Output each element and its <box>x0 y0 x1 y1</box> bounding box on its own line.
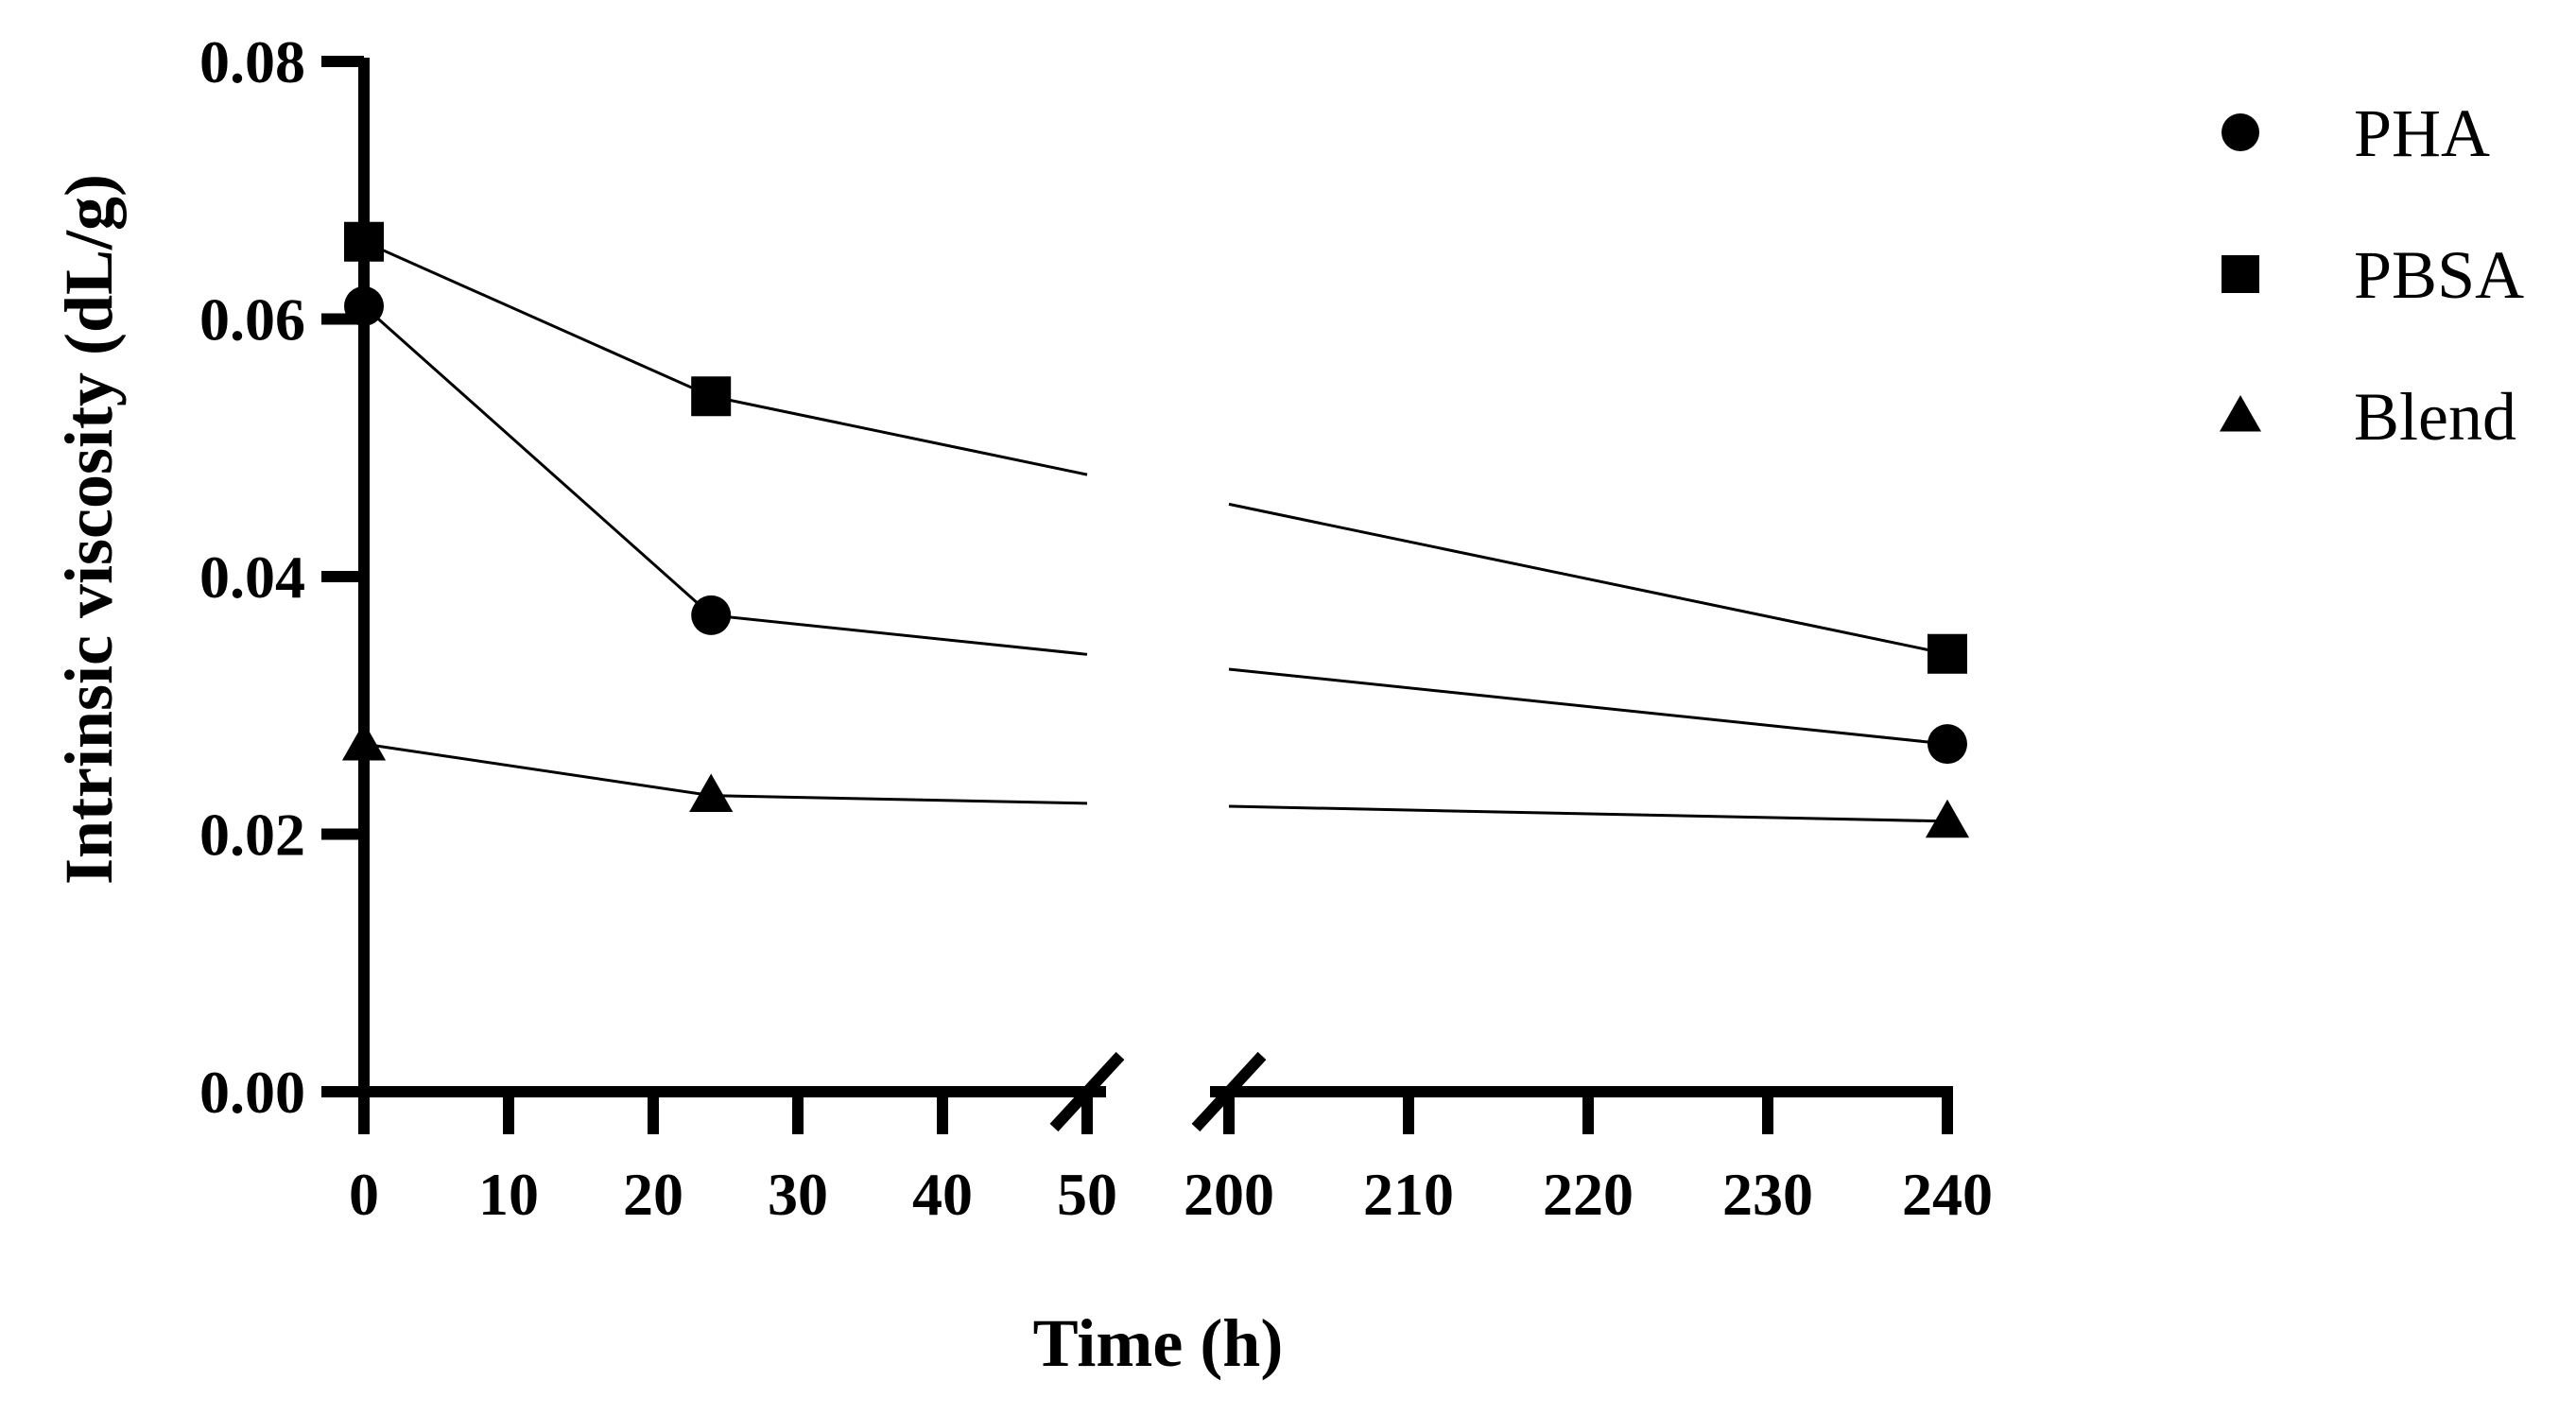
x-tick-label-8: 220 <box>1543 1161 1634 1228</box>
x-tick-label-6: 200 <box>1184 1161 1274 1228</box>
y-axis-title: Intrinsic viscosity (dL/g) <box>51 174 127 885</box>
legend-marker-blend <box>2220 395 2261 432</box>
series-line-blend-left <box>363 742 1088 805</box>
x-tick-label-1: 10 <box>478 1161 539 1228</box>
x-tick-label-0: 0 <box>349 1161 379 1228</box>
x-axis-title: Time (h) <box>1033 1305 1284 1381</box>
series-line-pbsa-right <box>1228 502 1948 656</box>
series-line-blend-right <box>1228 804 1948 823</box>
legend-marker-pbsa <box>2222 255 2259 293</box>
y-tick-label-3: 0.06 <box>199 286 305 354</box>
marker-pha-1 <box>691 595 732 635</box>
marker-pbsa-1 <box>691 376 732 417</box>
y-tick-label-4: 0.08 <box>199 28 305 95</box>
legend-label-pbsa: PBSA <box>2354 237 2524 313</box>
x-tick-label-7: 210 <box>1363 1161 1454 1228</box>
marker-pbsa-2 <box>1928 633 1967 674</box>
marker-blend-0 <box>341 722 387 761</box>
x-tick-label-9: 230 <box>1722 1161 1813 1228</box>
marker-pha-0 <box>344 285 384 326</box>
y-tick-label-1: 0.02 <box>199 802 305 869</box>
legend-label-pha: PHA <box>2354 95 2490 171</box>
y-tick-label-2: 0.04 <box>199 544 305 611</box>
marker-pha-2 <box>1928 724 1967 765</box>
marker-blend-1 <box>689 773 734 812</box>
marker-blend-2 <box>1925 799 1970 838</box>
y-tick-label-0: 0.00 <box>199 1059 305 1126</box>
legend-marker-pha <box>2222 113 2259 151</box>
x-tick-label-5: 50 <box>1057 1161 1117 1228</box>
x-tick-label-10: 240 <box>1902 1161 1993 1228</box>
series-line-pbsa-left <box>363 240 1088 476</box>
marker-pbsa-0 <box>344 221 384 262</box>
x-tick-label-2: 20 <box>623 1161 683 1228</box>
legend-label-blend: Blend <box>2354 379 2516 455</box>
series-line-pha-right <box>1228 667 1948 746</box>
x-tick-label-3: 30 <box>768 1161 828 1228</box>
x-tick-label-4: 40 <box>912 1161 973 1228</box>
